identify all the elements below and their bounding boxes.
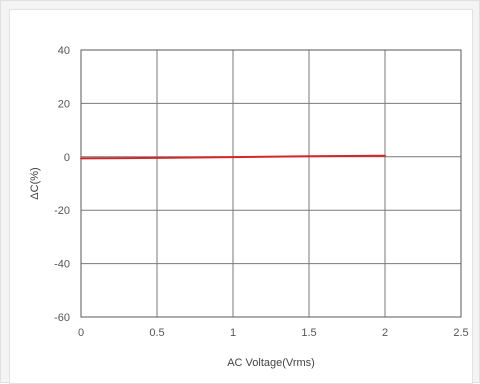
x-tick-label: 2 <box>382 327 388 339</box>
y-tick-label: -20 <box>54 205 70 217</box>
y-tick-label: 20 <box>58 98 70 110</box>
grid-layer <box>80 49 462 318</box>
x-tick-label: 1.5 <box>301 327 316 339</box>
axis-layer <box>80 49 462 318</box>
y-axis-title: ΔC(%) <box>29 167 41 199</box>
plot-area-border <box>80 49 462 318</box>
series-line <box>80 154 386 160</box>
y-tick-label: -60 <box>54 312 70 324</box>
x-tick-label: 2.5 <box>453 327 468 339</box>
y-tick-label: -40 <box>54 259 70 271</box>
tick-layer: 0 0.5 1 1.5 2 2.5 40 20 0 -20 -40 -60 <box>54 45 469 339</box>
y-tick-label: 0 <box>64 152 70 164</box>
x-tick-label: 0.5 <box>149 327 164 339</box>
series-layer <box>80 154 386 160</box>
chart-panel <box>9 9 473 384</box>
x-tick-label: 0 <box>78 327 84 339</box>
y-tick-label: 40 <box>58 45 70 57</box>
x-axis-title: AC Voltage(Vrms) <box>227 357 315 369</box>
x-tick-label: 1 <box>230 327 236 339</box>
